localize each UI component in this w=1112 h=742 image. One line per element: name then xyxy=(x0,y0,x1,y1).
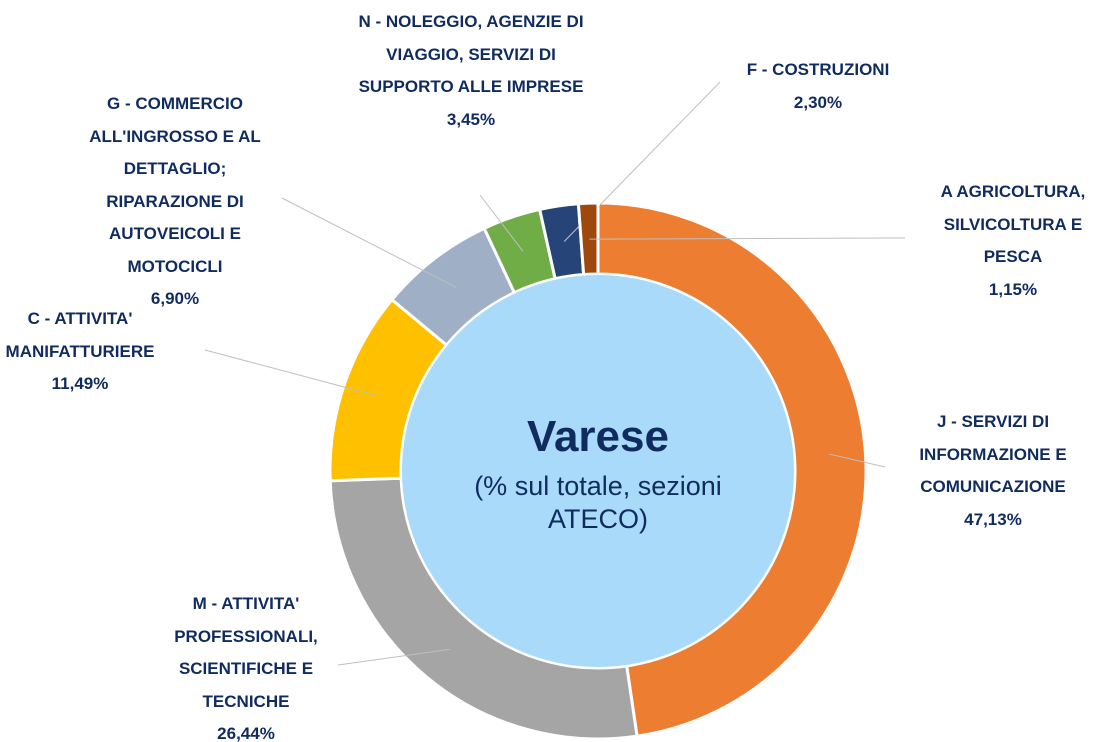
category-label: A AGRICOLTURA, SILVICOLTURA E PESCA xyxy=(940,182,1086,266)
leader-line xyxy=(281,197,457,288)
value-label: 11,49% xyxy=(51,374,109,393)
leader-line xyxy=(829,453,886,468)
value-label: 47,13% xyxy=(964,509,1022,529)
chart-title: Varese xyxy=(527,412,669,461)
leader-line xyxy=(337,648,450,666)
value-label: 2,30% xyxy=(793,92,843,112)
data-label: G - COMMERCIO ALL'INGROSSO E AL DETTAGLI… xyxy=(65,88,285,316)
value-label: 6,90% xyxy=(150,289,200,308)
leader-line xyxy=(589,237,906,240)
donut-slice xyxy=(328,476,639,741)
leader-line xyxy=(204,349,379,397)
leader-line xyxy=(479,194,524,252)
value-label: 1,15% xyxy=(988,279,1038,299)
data-label: J - SERVIZI DI INFORMAZIONE E COMUNICAZI… xyxy=(893,406,1093,536)
chart-subtitle: (% sul totale, sezioni ATECO) xyxy=(474,471,722,534)
category-label: G - COMMERCIO ALL'INGROSSO E AL DETTAGLI… xyxy=(89,94,261,276)
value-label: 26,44% xyxy=(217,724,275,742)
category-label: M - ATTIVITA' PROFESSIONALI, SCIENTIFICH… xyxy=(174,594,318,711)
donut-slice xyxy=(596,201,868,738)
data-label: C - ATTIVITA' MANIFATTURIERE 11,49% xyxy=(0,303,170,401)
category-label: J - SERVIZI DI INFORMAZIONE E COMUNICAZI… xyxy=(919,412,1067,496)
donut-center xyxy=(402,275,794,667)
donut-slice xyxy=(576,201,600,277)
value-label: 3,45% xyxy=(446,109,496,129)
data-label: F - COSTRUZIONI 2,30% xyxy=(718,54,918,119)
category-label: N - NOLEGGIO, AGENZIE DI VIAGGIO, SERVIZ… xyxy=(358,12,584,96)
category-label: F - COSTRUZIONI xyxy=(746,60,890,79)
category-label: C - ATTIVITA' MANIFATTURIERE xyxy=(5,309,155,361)
data-label: A AGRICOLTURA, SILVICOLTURA E PESCA 1,15% xyxy=(918,176,1108,306)
data-label: N - NOLEGGIO, AGENZIE DI VIAGGIO, SERVIZ… xyxy=(356,6,586,136)
data-label: M - ATTIVITA' PROFESSIONALI, SCIENTIFICH… xyxy=(151,588,341,742)
